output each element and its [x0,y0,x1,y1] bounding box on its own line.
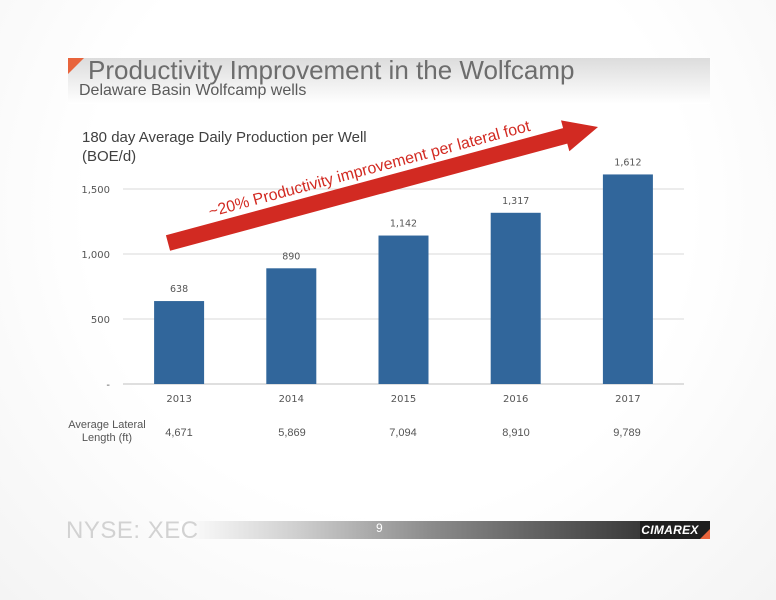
x-tick-label: 2014 [279,394,304,405]
bar [266,268,317,384]
x-axis: 2013 2014 2015 2016 2017 [166,394,640,405]
y-tick-label: 500 [91,315,110,326]
data-labels: 638 890 1,142 1,317 1,612 [170,157,641,295]
x-tick-label: 2017 [615,394,640,405]
annotation-text: ~20% Productivity improvement per latera… [207,118,533,221]
chart-title-line-2: (BOE/d) [82,148,137,165]
title-accent-triangle [68,58,84,74]
data-label: 890 [282,251,300,262]
arrow-body [165,120,599,251]
lateral-length-value: 4,671 [165,427,193,439]
page-number: 9 [376,521,383,535]
bar [378,235,429,384]
slide-subtitle: Delaware Basin Wolfcamp wells [79,82,307,99]
y-tick-label: - [106,380,110,391]
lateral-length-value: 5,869 [278,427,306,439]
y-axis: - 500 1,000 1,500 [81,185,110,391]
y-tick-label: 1,000 [81,250,110,261]
bar [154,301,205,384]
lateral-length-label: Average Lateral Length (ft) [66,419,148,445]
bar [602,174,653,384]
data-label: 638 [170,284,188,295]
slide-title: Productivity Improvement in the Wolfcamp [88,55,575,85]
x-tick-label: 2016 [503,394,528,405]
lateral-length-value: 8,910 [502,427,530,439]
lateral-length-value: 9,789 [613,427,641,439]
lateral-length-label-line-2: Length (ft) [81,432,133,444]
logo-text: CIMAREX [641,523,699,537]
y-tick-label: 1,500 [81,185,110,196]
bar [490,212,541,384]
chart-title: 180 day Average Daily Production per Wel… [82,128,367,166]
company-logo: CIMAREX [640,521,710,539]
x-tick-label: 2013 [166,394,191,405]
title-band [68,58,710,104]
chart-title-line-1: 180 day Average Daily Production per Wel… [82,129,367,146]
data-label: 1,142 [390,219,417,230]
lateral-length-label-line-1: Average Lateral [68,419,146,431]
lateral-length-value: 7,094 [389,427,417,439]
data-label: 1,612 [614,157,641,168]
footer-ticker: NYSE: XEC [66,517,199,544]
bars [154,174,653,384]
logo-accent-triangle [700,529,710,539]
data-label: 1,317 [502,196,529,207]
footer-band [180,521,640,539]
x-tick-label: 2015 [391,394,416,405]
